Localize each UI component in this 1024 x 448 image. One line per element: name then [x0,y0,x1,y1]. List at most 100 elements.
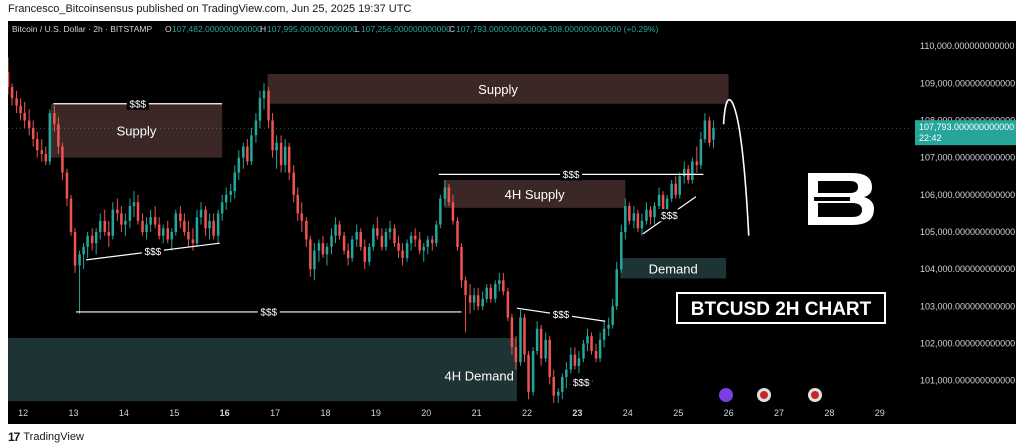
candle-body [502,280,505,292]
candle-body [90,235,94,244]
candle-body [661,194,665,210]
time-axis[interactable]: 12 13 14 15 16 17 18 19 20 21 22 23 24 25 26 27 28 29 [18,408,885,418]
symbol-label: Bitcoin / U.S. Dollar · 2h · BITSTAMP [12,24,152,34]
candle-body [19,105,22,114]
candle-body [590,336,593,351]
candle-body [653,205,656,218]
candle-body [149,217,152,225]
candle-body [527,354,530,392]
title-box-border [676,292,886,324]
candle-body [409,235,413,244]
candle-body [321,243,325,255]
candle-body [23,113,26,121]
candle-body [199,209,203,218]
candle-body [582,343,585,359]
candle-body [141,220,144,233]
candle-body [145,224,148,233]
candle-body [565,369,568,377]
demand-4h-label: 4H Demand [444,369,513,384]
candle-body [195,217,199,244]
price-chart[interactable]: Bitcoin / U.S. Dollar · 2h · BITSTAMP O … [8,21,1016,424]
liquidity-label-bg [126,97,149,110]
candle-body [111,209,115,236]
liquidity-label: $$$ [661,211,678,222]
candle-body [73,232,77,266]
time-tick-label: 22 [522,408,532,418]
time-tick-label: 28 [824,408,834,418]
candle-body [384,232,388,247]
candle-body [468,295,472,303]
liquidity-label-bg [570,376,593,389]
candle-body [443,187,447,199]
candle-body [313,250,316,270]
candle-body [695,161,699,166]
candle-body [191,239,195,244]
candle-body [69,198,73,233]
candle-body [153,217,157,225]
candle-body [342,235,346,251]
candle-body [338,224,341,236]
candle-body [233,172,237,192]
candle-body [179,213,182,221]
supply-4h-label: 4H Supply [505,187,565,202]
candle-body [305,220,308,240]
candle-body [132,202,136,206]
candle-body [15,98,18,106]
candle-body [494,284,497,299]
price-tick-label: 110,000.000000000000 [920,41,1014,51]
liquidity-label-bg [658,209,681,222]
high-label: H [260,24,266,34]
candle-body [86,235,89,247]
projection-curve [722,98,750,236]
candle-body [594,350,598,359]
candle-body [674,183,677,195]
candle-body [242,146,245,158]
liquidity-label: $$$ [573,378,590,389]
candle-body [254,120,258,136]
candle-body [498,280,501,285]
candle-body [57,124,60,147]
tradingview-logo-icon[interactable]: 17 [8,430,20,444]
event-icons[interactable] [719,388,822,402]
candle-body [548,339,551,377]
candle-body [645,209,648,221]
candle-body [640,220,644,229]
time-tick-label: 21 [472,408,482,418]
candle-body [31,127,35,140]
candle-body [124,220,127,225]
low-label: L [355,24,360,34]
candle-body [258,98,262,121]
price-tick-label: 101,000.000000000000 [920,376,1015,386]
price-tick-label: 105,000.000000000000 [920,227,1015,237]
candle-body [363,246,367,262]
demand-label: Demand [649,261,698,276]
candle-body [665,198,669,210]
candle-body [464,280,467,296]
time-tick-label: 20 [421,408,431,418]
candle-body [187,232,190,240]
candle-body [619,232,623,270]
candle-body [61,146,64,173]
candle-body [703,120,707,140]
candle-body [624,205,627,233]
candle-body [699,139,703,166]
candle-body [481,298,484,307]
price-tick-label: 103,000.000000000000 [920,301,1015,311]
candle-body [598,339,602,359]
candle-body [325,246,329,255]
candle-body [8,72,10,88]
open-value: 107,482.000000000000 [172,24,262,34]
candle-body [275,142,278,151]
candle-body [161,228,165,236]
candle-body [573,354,577,366]
candle-body [65,172,69,199]
candle-body [557,391,560,396]
bitcoinsensus-b-logo-icon [808,173,874,225]
candle-body [460,246,463,281]
earnings-event-icon[interactable] [719,388,733,402]
candle-body [10,87,14,99]
candle-body [27,120,31,128]
time-tick-label: 23 [572,408,582,418]
us-flag-event-icon-inner [811,391,819,399]
liquidity-label: $$$ [563,170,580,181]
